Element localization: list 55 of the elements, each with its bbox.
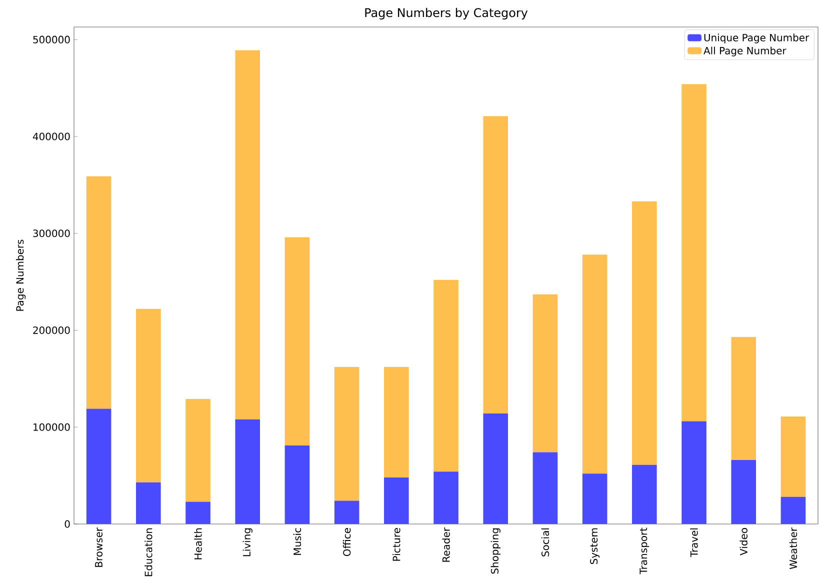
- chart-title: Page Numbers by Category: [365, 8, 528, 20]
- bar: [682, 421, 706, 524]
- legend-label: Unique Page Number: [704, 34, 810, 44]
- bar: [284, 237, 310, 446]
- y-tick-label: 100000: [34, 423, 70, 431]
- y-tick-label: 400000: [32, 132, 70, 140]
- bar: [731, 460, 756, 524]
- bar: [582, 254, 608, 474]
- legend-label: All Page Number: [704, 46, 786, 56]
- bar: [334, 367, 360, 501]
- bar: [284, 446, 310, 524]
- bar: [632, 201, 657, 465]
- bar: [186, 399, 210, 502]
- bar: [532, 452, 558, 524]
- bar: [384, 367, 409, 478]
- bar: [483, 116, 508, 414]
- bar: [136, 482, 161, 524]
- bar: [731, 337, 756, 460]
- bar: [235, 50, 260, 420]
- x-tick-label: Music: [293, 528, 302, 555]
- x-tick-label: Social: [541, 528, 550, 556]
- y-tick-label: 0: [64, 520, 70, 528]
- x-tick-label: Picture: [392, 528, 400, 561]
- y-tick-label: 300000: [33, 230, 70, 238]
- bar: [86, 408, 112, 524]
- bar: [334, 500, 360, 524]
- x-tick-label: Education: [144, 528, 152, 576]
- y-tick-label: 500000: [33, 36, 70, 44]
- bar: [384, 477, 409, 524]
- x-tick-label: Reader: [442, 528, 450, 562]
- y-tick-label: 200000: [33, 326, 70, 334]
- bar: [532, 294, 558, 452]
- x-tick-label: Office: [342, 528, 351, 556]
- bar: [434, 472, 458, 524]
- bar: [682, 84, 706, 422]
- x-tick-label: Living: [242, 528, 252, 556]
- y-axis-title: Page Numbers: [16, 240, 26, 311]
- x-tick-label: Shopping: [490, 528, 500, 574]
- bar: [136, 308, 161, 482]
- x-tick-label: System: [590, 528, 600, 564]
- bar: [582, 474, 608, 524]
- x-tick-label: Weather: [789, 528, 798, 570]
- bar: [780, 416, 806, 497]
- bar: [483, 414, 508, 524]
- bar: [235, 419, 260, 524]
- x-tick-label: Health: [194, 528, 202, 560]
- bar: [780, 496, 806, 524]
- x-tick-label: Transport: [640, 528, 650, 574]
- bar: [186, 502, 210, 524]
- bar: [434, 280, 458, 472]
- x-tick-label: Video: [740, 528, 748, 556]
- bar: [632, 464, 657, 524]
- bar: [86, 176, 112, 409]
- x-tick-label: Browser: [95, 528, 103, 567]
- x-tick-label: Travel: [690, 528, 698, 558]
